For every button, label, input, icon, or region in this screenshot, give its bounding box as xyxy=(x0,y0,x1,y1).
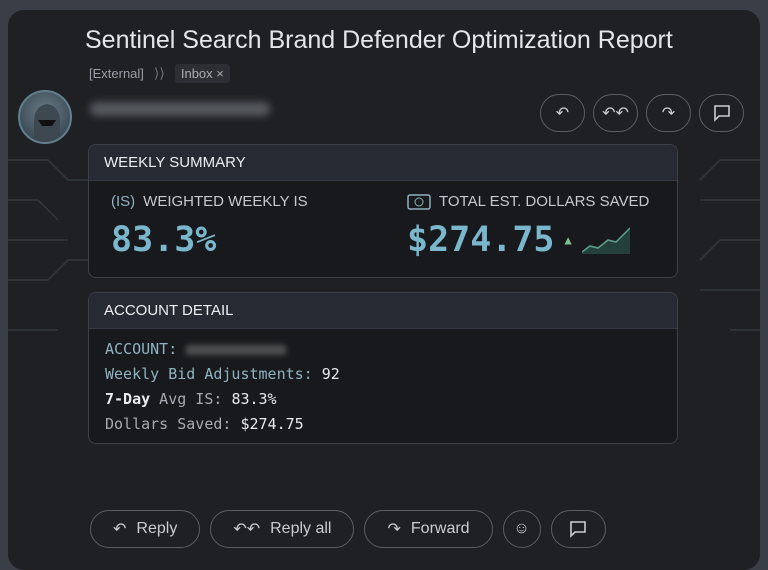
account-detail-card: ACCOUNT DETAIL ACCOUNT: Weekly Bid Adjus… xyxy=(88,292,678,444)
account-detail-header: ACCOUNT DETAIL xyxy=(89,293,677,329)
inbox-label-text: Inbox xyxy=(180,66,213,81)
avg-bold-label: 7-Day xyxy=(105,390,151,408)
avg-label: Avg IS: xyxy=(150,390,223,408)
sparkline-icon xyxy=(581,227,630,254)
account-detail-body: ACCOUNT: Weekly Bid Adjustments: 92 7-Da… xyxy=(89,329,677,443)
importance-marker-icon[interactable]: ⟩⟩ xyxy=(153,65,165,81)
reply-all-button[interactable]: ↶↶ Reply all xyxy=(210,510,355,548)
forward-label: Forward xyxy=(410,520,470,537)
reply-icon-button[interactable]: ↶ xyxy=(540,94,585,132)
bid-value: 92 xyxy=(321,365,340,383)
weekly-summary-card: WEEKLY SUMMARY (IS) WEIGHTED WEEKLY IS 83… xyxy=(88,144,678,278)
money-icon xyxy=(407,193,431,210)
header-actions: ↶ ↶↶ ↷ xyxy=(540,94,744,132)
is-icon: (IS) xyxy=(111,193,136,210)
chat-icon xyxy=(570,521,586,538)
is-value: 83.3% xyxy=(111,220,217,260)
weighted-is-metric: (IS) WEIGHTED WEEKLY IS 83.3% xyxy=(111,193,308,260)
account-label: ACCOUNT: xyxy=(105,340,178,358)
reply-all-icon-button[interactable]: ↶↶ xyxy=(593,94,638,132)
avg-value: 83.3% xyxy=(231,390,277,408)
emoji-button[interactable]: ☺ xyxy=(502,510,541,548)
account-name-redacted xyxy=(186,344,287,355)
forward-icon-button[interactable]: ↷ xyxy=(646,94,691,132)
weekly-summary-header: WEEKLY SUMMARY xyxy=(89,145,677,181)
saved-label: Dollars Saved: xyxy=(105,415,232,433)
sender-email-redacted xyxy=(90,102,270,116)
dollars-label: TOTAL EST. DOLLARS SAVED xyxy=(439,193,650,210)
chat-button[interactable] xyxy=(550,510,606,548)
reply-icon: ↶ xyxy=(113,521,127,538)
bottom-actions: ↶ Reply ↶↶ Reply all ↷ Forward ☺ xyxy=(90,510,606,548)
inbox-label[interactable]: Inbox × xyxy=(174,64,230,83)
forward-button[interactable]: ↷ Forward xyxy=(364,510,493,548)
saved-value: $274.75 xyxy=(240,415,304,433)
sender-avatar[interactable] xyxy=(18,90,72,144)
trend-up-icon: ▲ xyxy=(564,233,572,247)
remove-label-icon[interactable]: × xyxy=(216,66,224,81)
email-subject: Sentinel Search Brand Defender Optimizat… xyxy=(85,26,673,54)
email-window: Sentinel Search Brand Defender Optimizat… xyxy=(8,10,760,570)
circuit-background xyxy=(8,159,760,331)
emoji-icon: ☺ xyxy=(513,520,530,537)
knight-helmet-icon xyxy=(34,104,60,142)
reply-label: Reply xyxy=(136,520,178,537)
reply-all-icon: ↶↶ xyxy=(233,521,261,538)
chat-icon xyxy=(713,105,730,122)
reply-button[interactable]: ↶ Reply xyxy=(90,510,201,548)
dollars-value: $274.75 xyxy=(407,220,555,260)
labels-row: [External] ⟩⟩ Inbox × xyxy=(89,64,230,83)
reply-all-label: Reply all xyxy=(270,520,332,537)
dollars-saved-metric: TOTAL EST. DOLLARS SAVED $274.75 ▲ xyxy=(407,193,649,260)
forward-icon: ↷ xyxy=(387,521,401,538)
chat-icon-button[interactable] xyxy=(699,94,744,132)
is-label: WEIGHTED WEEKLY IS xyxy=(143,193,308,210)
external-tag: [External] xyxy=(89,66,144,81)
bid-label: Weekly Bid Adjustments: xyxy=(105,365,313,383)
